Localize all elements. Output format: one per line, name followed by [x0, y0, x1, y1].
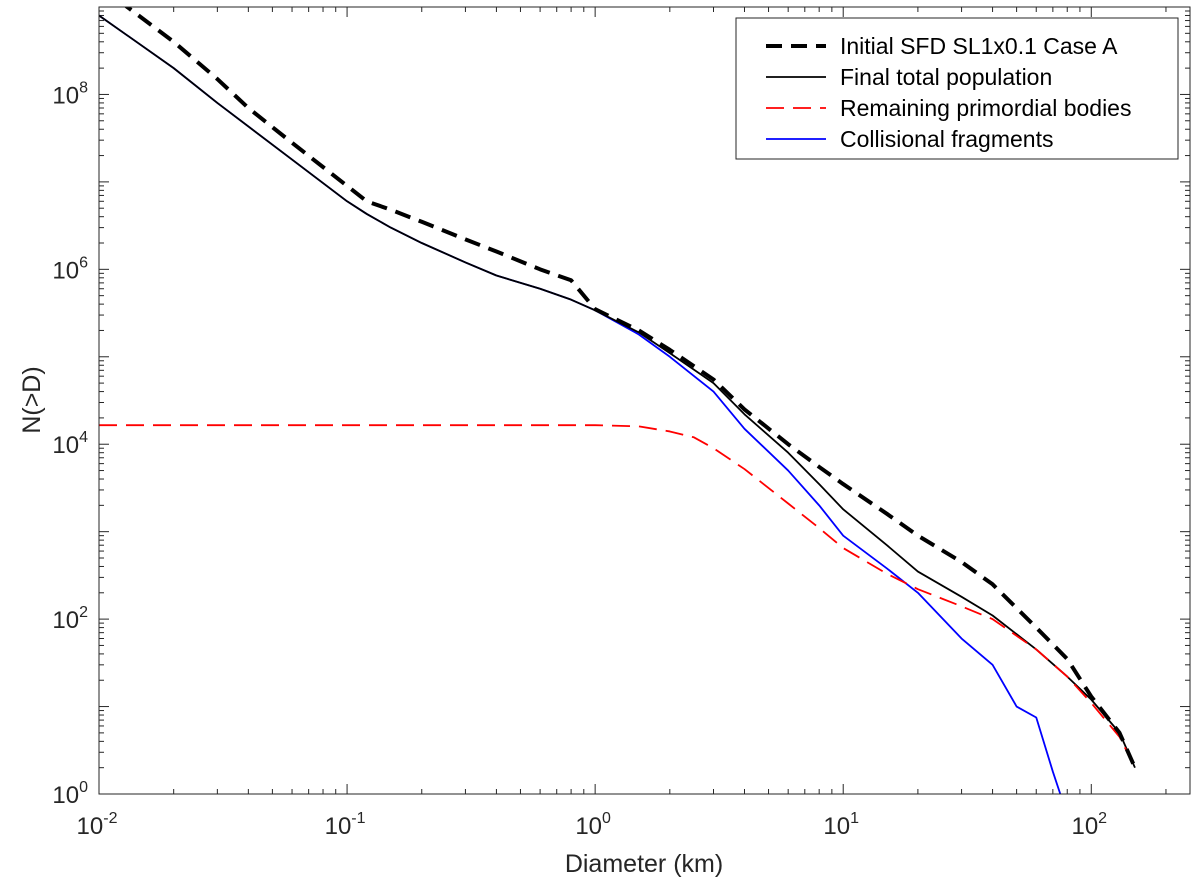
x-tick-label: 10-1: [325, 810, 366, 840]
x-tick-labels: 10-2 10-1 100 101 102: [77, 810, 1108, 840]
legend: Initial SFD SL1x0.1 Case A Final total po…: [735, 17, 1179, 160]
y-tick-label: 106: [52, 254, 88, 284]
y-tick-labels: 100 102 104 106 108: [52, 79, 88, 809]
legend-label-collisional-fragments: Collisional fragments: [840, 126, 1053, 152]
y-tick-label: 102: [52, 604, 88, 634]
x-tick-label: 10-2: [77, 810, 118, 840]
y-tick-label: 104: [52, 429, 88, 459]
minor-ticks: [99, 7, 1190, 794]
x-tick-label: 100: [575, 810, 611, 840]
series-line-remaining-primordial-bodies: [99, 424, 1136, 769]
x-tick-label: 101: [823, 810, 859, 840]
x-axis-label: Diameter (km): [565, 850, 723, 878]
y-tick-label: 100: [52, 779, 88, 809]
series-layer: [99, 7, 1137, 794]
legend-label-remaining-primordial-bodies: Remaining primordial bodies: [840, 95, 1131, 121]
series-line-initial-sfd-sl1x0-1-case-a: [124, 7, 1137, 769]
legend-label-initial-sfd-sl1x0-1-case-a: Initial SFD SL1x0.1 Case A: [840, 33, 1118, 59]
y-axis-label: N(>D): [18, 366, 46, 433]
plot-frame: [98, 6, 1191, 795]
y-tick-label: 108: [52, 79, 88, 109]
legend-label-final-total-population: Final total population: [840, 64, 1052, 90]
x-tick-label: 102: [1071, 810, 1107, 840]
series-line-final-total-population: [99, 14, 1136, 769]
legend-box: [735, 17, 1179, 160]
